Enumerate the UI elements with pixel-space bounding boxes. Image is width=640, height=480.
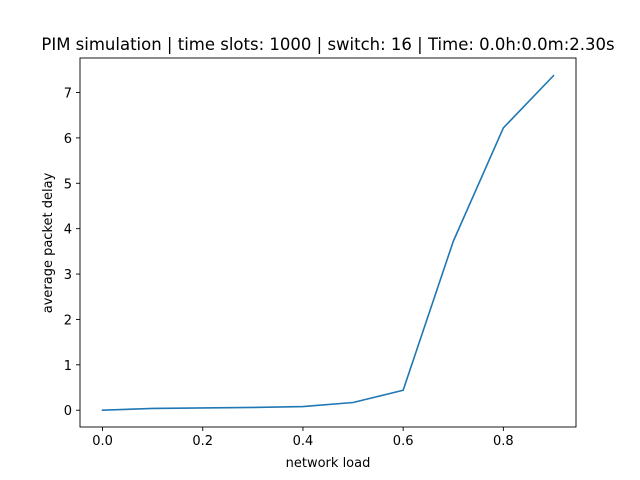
x-axis-ticks: 0.0 0.2 0.4 0.6 0.8 <box>92 427 514 449</box>
x-tick-label: 0.6 <box>393 434 414 449</box>
y-tick-label: 2 <box>64 313 72 328</box>
x-tick-label: 0.2 <box>192 434 213 449</box>
chart-title: PIM simulation | time slots: 1000 | swit… <box>41 35 614 54</box>
plot-area <box>79 57 577 428</box>
x-axis-label: network load <box>286 456 371 471</box>
x-tick-label: 0.4 <box>293 434 314 449</box>
y-tick-label: 1 <box>64 359 72 374</box>
x-tick-label: 0.0 <box>92 434 113 449</box>
y-axis-label: average packet delay <box>41 172 56 313</box>
axes-frame <box>79 57 577 428</box>
series-line-1 <box>101 74 555 412</box>
y-tick-label: 6 <box>64 132 72 147</box>
y-tick-label: 0 <box>64 404 72 419</box>
x-tick-label: 0.8 <box>493 434 514 449</box>
y-tick-label: 5 <box>64 177 72 192</box>
y-tick-label: 3 <box>64 268 72 283</box>
y-tick-label: 7 <box>64 86 72 101</box>
y-tick-label: 4 <box>64 223 72 238</box>
y-axis-ticks: 0 1 2 3 4 5 6 7 <box>64 86 80 419</box>
